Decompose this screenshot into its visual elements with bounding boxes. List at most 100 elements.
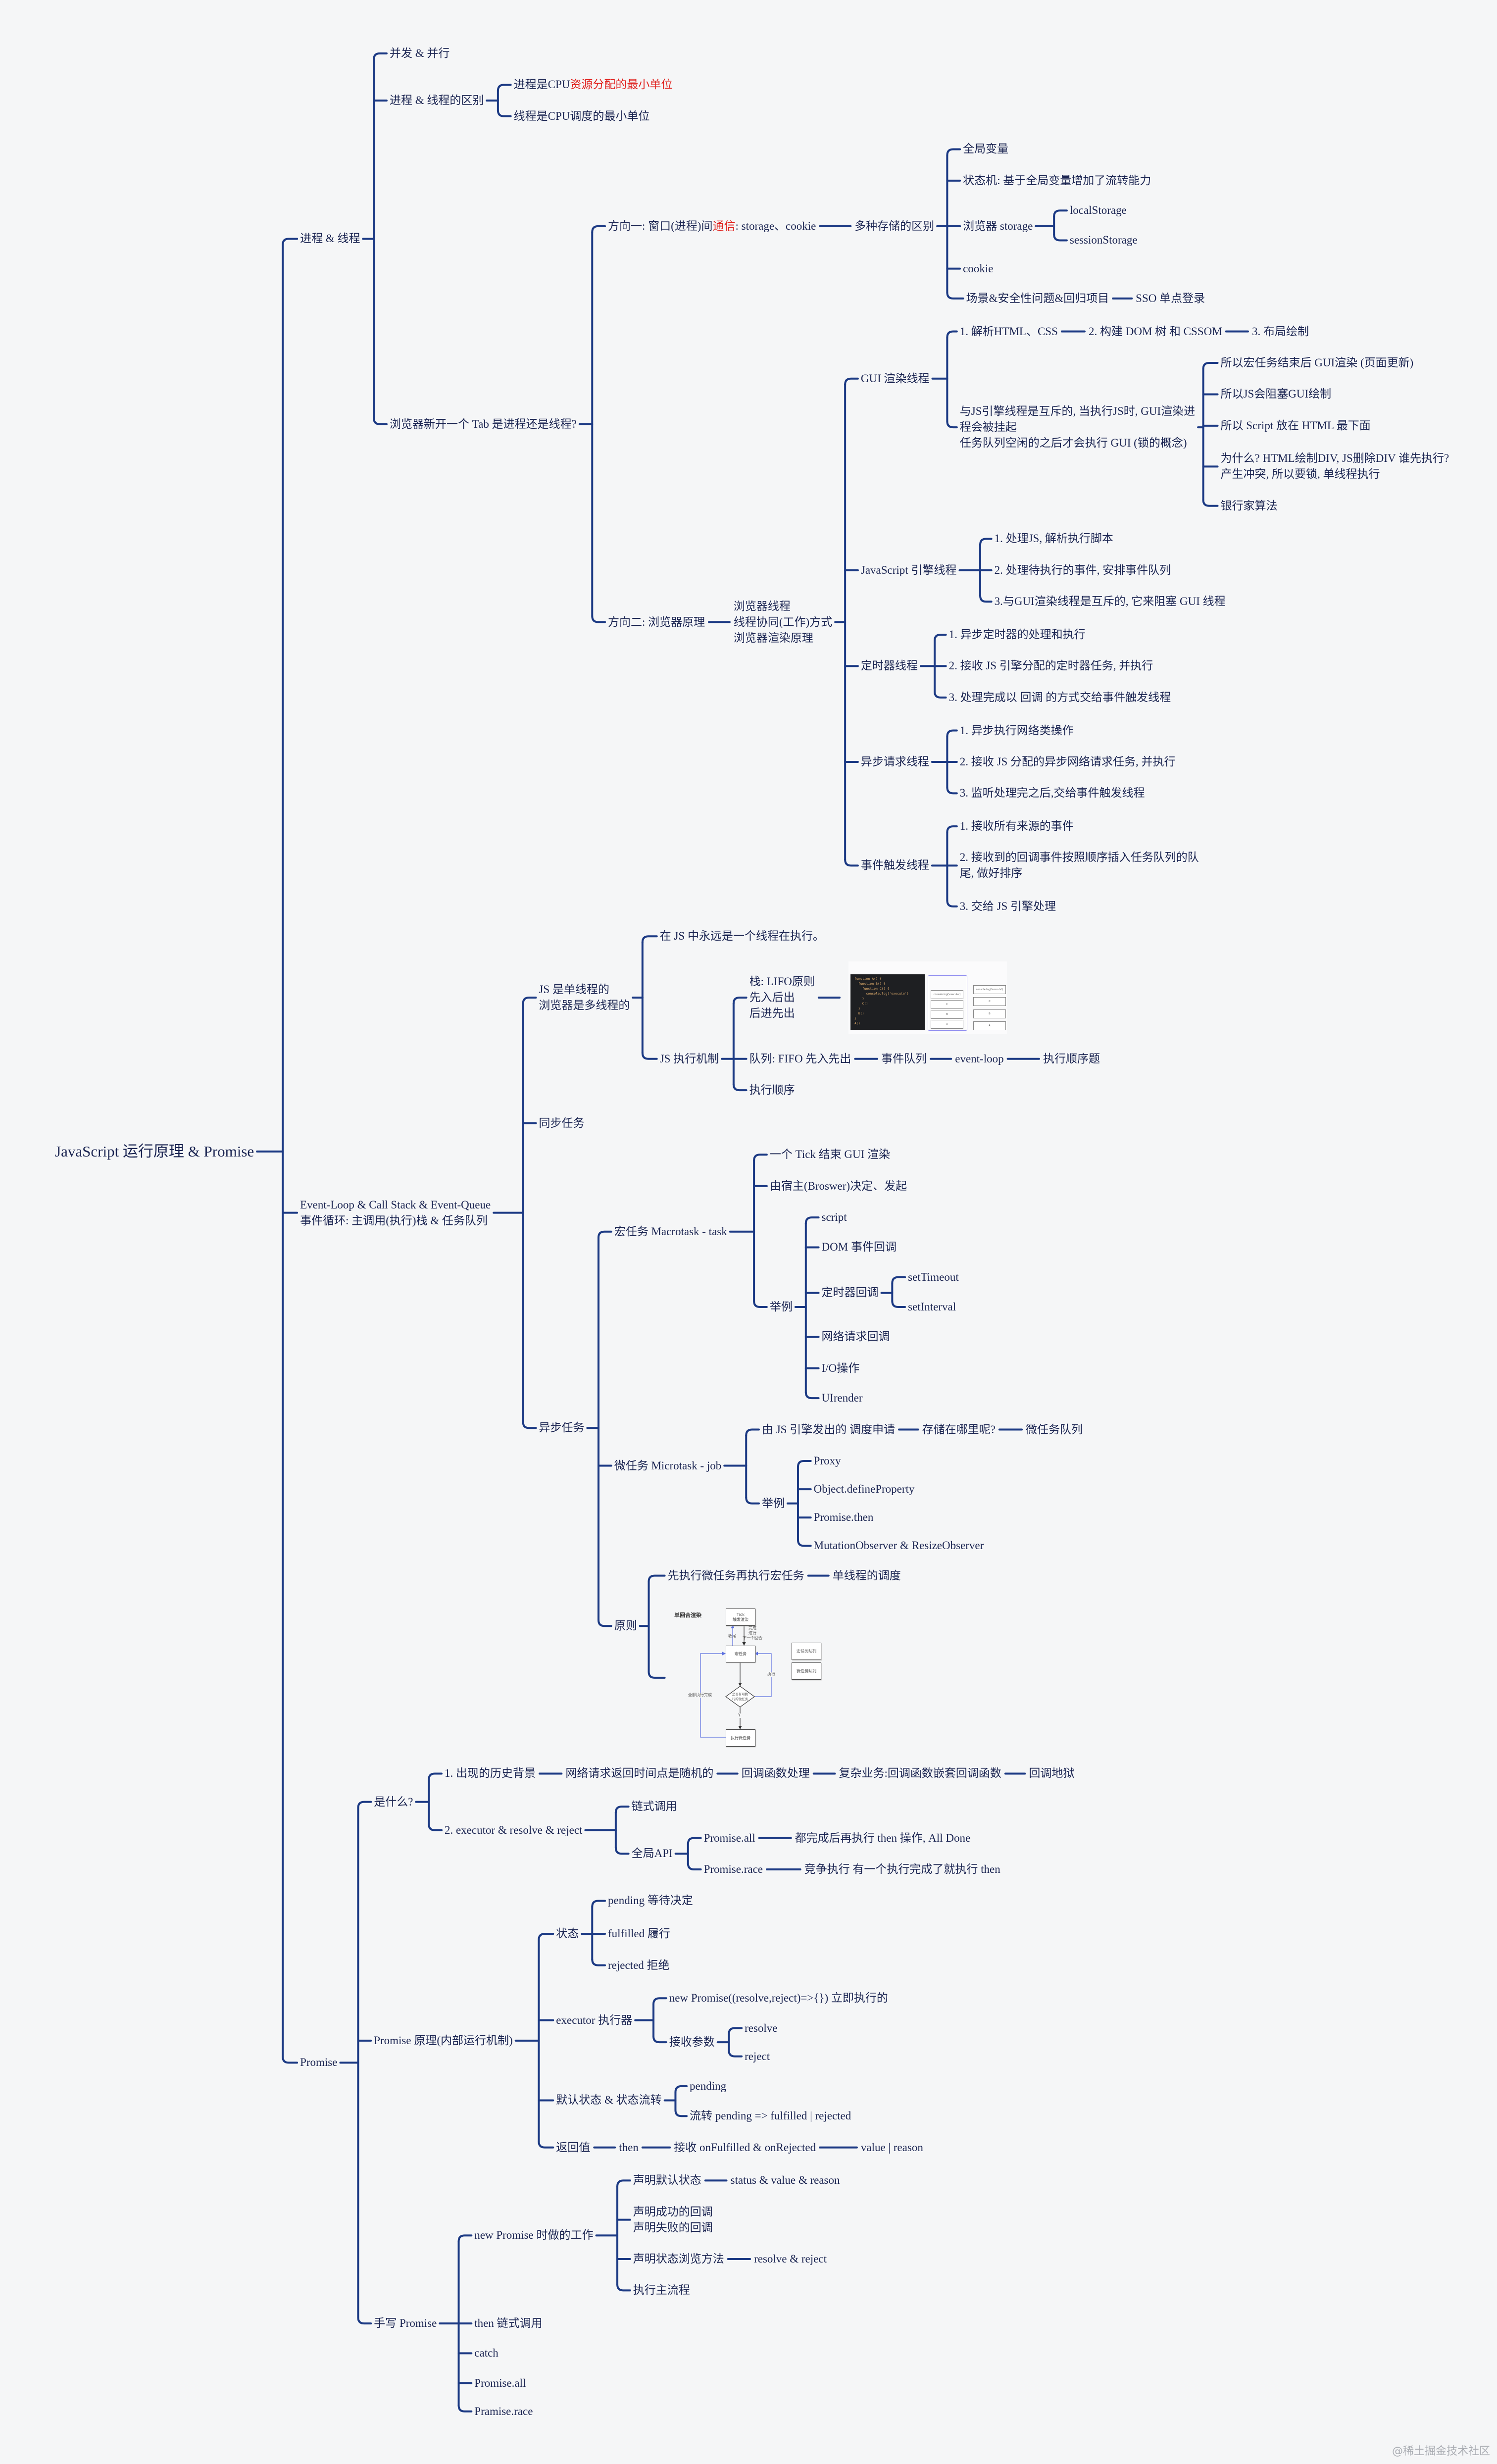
topic-text: 3. 处理完成以 回调 的方式交给事件触发线程 bbox=[948, 691, 1171, 704]
topic-text: then bbox=[619, 2141, 639, 2154]
connector-line bbox=[357, 2316, 372, 2325]
topic-node: Object.defineProperty bbox=[814, 1481, 915, 1497]
connector-line bbox=[641, 935, 658, 944]
topic-node: 1. 解析HTML、CSS bbox=[960, 324, 1058, 340]
topic-node: Proxy bbox=[814, 1453, 841, 1469]
topic-text: resolve bbox=[745, 2021, 778, 2034]
topic-text: 多种存储的区别 bbox=[854, 219, 935, 232]
connector-line bbox=[946, 291, 964, 300]
topic-node: 先执行微任务再执行宏任务 bbox=[668, 1568, 804, 1584]
topic-node: 状态机: 基于全局变量增加了流转能力 bbox=[963, 173, 1151, 189]
topic-text: 回调函数处理 bbox=[741, 1767, 810, 1780]
topic-node: 银行家算法 bbox=[1221, 498, 1278, 514]
topic-text: 3. 监听处理完之后,交给事件触发线程 bbox=[959, 787, 1145, 800]
topic-node: 2. 接收 JS 分配的异步网络请求任务, 并执行 bbox=[960, 754, 1176, 770]
topic-node: JavaScript 引擎线程 bbox=[861, 562, 957, 578]
topic-text: Pramise.race bbox=[474, 2405, 533, 2417]
connector-line bbox=[946, 729, 958, 738]
topic-text: I/O操作 bbox=[821, 1361, 860, 1374]
connector-line bbox=[357, 1801, 372, 1809]
topic-text: rejected 拒绝 bbox=[608, 1959, 670, 1971]
topic-node: Pramise.race bbox=[474, 2404, 533, 2419]
topic-text: 2. 处理待执行的事件, 安排事件队列 bbox=[994, 563, 1171, 576]
topic-node: 所以宏任务结束后 GUI渲染 (页面更新) bbox=[1221, 355, 1414, 371]
connector-line bbox=[728, 2049, 743, 2058]
topic-text: 执行顺序 bbox=[749, 1084, 795, 1097]
topic-text: script bbox=[821, 1211, 847, 1224]
topic-text: 进程 & 线程的区别 bbox=[389, 94, 484, 107]
topic-text: DOM 事件回调 bbox=[821, 1241, 897, 1254]
connector-line bbox=[522, 996, 537, 1005]
topic-node: then bbox=[619, 2140, 639, 2156]
topic-node: 3. 交给 JS 引擎处理 bbox=[960, 899, 1056, 914]
topic-text: 接收 onFulfilled & onRejected bbox=[674, 2141, 816, 2154]
topic-text: 先执行微任务再执行宏任务 bbox=[667, 1569, 804, 1582]
highlighted-text: 资源分配的最小单位 bbox=[570, 78, 673, 91]
topic-text: Promise 原理(内部运行机制) bbox=[374, 2034, 513, 2047]
topic-node: MutationObserver & ResizeObserver bbox=[814, 1538, 984, 1554]
topic-node: 与JS引擎线程是互斥的, 当执行JS时, GUI渲染进 程会被挂起 任务队列空闲… bbox=[960, 403, 1195, 451]
topic-text: setTimeout bbox=[908, 1270, 959, 1283]
topic-text: status & value & reason bbox=[730, 2174, 840, 2187]
topic-text: 栈: LIFO原则 先入后出 后进先出 bbox=[749, 975, 815, 1019]
topic-text: 声明默认状态 bbox=[633, 2174, 701, 2187]
topic-node: 同步任务 bbox=[539, 1115, 584, 1131]
connector-line bbox=[652, 2035, 667, 2044]
connector-line bbox=[934, 633, 947, 642]
topic-node: Promise.then bbox=[814, 1509, 874, 1525]
connector-line bbox=[428, 1823, 443, 1831]
connector-line bbox=[674, 2085, 688, 2093]
exec-microtask-box: 执行微任务 bbox=[726, 1729, 755, 1747]
call-stack-figure: function A() { function B() { function C… bbox=[848, 961, 1007, 1034]
topic-node: 返回值 bbox=[556, 2140, 590, 2156]
flow-title: 单回合渲染 bbox=[674, 1612, 701, 1618]
topic-node: Promise 原理(内部运行机制) bbox=[374, 2033, 512, 2049]
topic-text: 同步任务 bbox=[539, 1116, 585, 1129]
topic-node: 由宿主(Broswer)决定、发起 bbox=[770, 1178, 907, 1194]
connector-line bbox=[979, 538, 993, 546]
topic-node: 1. 接收所有来源的事件 bbox=[960, 818, 1074, 834]
topic-node: 浏览器 storage bbox=[963, 218, 1033, 234]
topic-text: 微任务队列 bbox=[1026, 1423, 1083, 1436]
connector-line bbox=[946, 899, 958, 907]
connector-line bbox=[497, 109, 512, 117]
connector-line bbox=[891, 1300, 906, 1308]
connector-line bbox=[373, 417, 388, 425]
topic-text: 进程 & 线程 bbox=[300, 232, 360, 245]
topic-text: setInterval bbox=[908, 1301, 956, 1313]
connector-line bbox=[648, 1670, 666, 1679]
topic-text: localStorage bbox=[1069, 204, 1127, 217]
topic-node: JS 是单线程的 浏览器是多线程的 bbox=[539, 982, 630, 1013]
topic-text: 举例 bbox=[761, 1497, 785, 1509]
topic-node: 单线程的调度 bbox=[833, 1568, 901, 1584]
topic-text: Promise.then bbox=[813, 1511, 874, 1524]
connector-line bbox=[946, 825, 958, 834]
topic-node: 队列: FIFO 先入先出 bbox=[749, 1051, 851, 1067]
connector-line bbox=[591, 1958, 606, 1966]
wrap-up-label: 收尾 bbox=[728, 1634, 736, 1638]
topic-text: 所以JS会阻塞GUI绘制 bbox=[1220, 388, 1332, 401]
topic-text: GUI 渲染线程 bbox=[860, 372, 930, 385]
stack-frame: B bbox=[931, 1010, 963, 1019]
topic-text: 全局变量 bbox=[963, 143, 1009, 155]
topic-node: 全局API bbox=[632, 1846, 673, 1861]
stack-box bbox=[928, 975, 967, 1031]
topic-node: 声明状态浏览方法 bbox=[633, 2251, 724, 2267]
topic-node: 浏览器线程 线程协同(工作)方式 浏览器渲染原理 bbox=[734, 599, 832, 646]
connector-line bbox=[1053, 209, 1068, 218]
topic-text: 网络请求回调 bbox=[821, 1330, 890, 1343]
topic-text: 3.与GUI渲染线程是互斥的, 它来阻塞 GUI 线程 bbox=[994, 595, 1226, 608]
topic-text: 原则 bbox=[614, 1619, 637, 1632]
topic-node: 2. 构建 DOM 树 和 CSSOM bbox=[1089, 324, 1222, 340]
topic-text: 一个 Tick 结束 GUI 渲染 bbox=[769, 1148, 891, 1161]
connector-line bbox=[597, 1619, 612, 1627]
topic-node: 执行主流程 bbox=[633, 2282, 690, 2298]
topic-node: catch bbox=[474, 2345, 499, 2361]
connector-line bbox=[497, 84, 512, 92]
microtask-queue-box: 微任务队列 bbox=[792, 1662, 821, 1680]
topic-node: Promise.all bbox=[704, 1830, 755, 1846]
connector-line bbox=[844, 858, 859, 867]
connector-line bbox=[373, 52, 388, 60]
topic-text: JavaScript 运行原理 & Promise bbox=[55, 1142, 254, 1160]
